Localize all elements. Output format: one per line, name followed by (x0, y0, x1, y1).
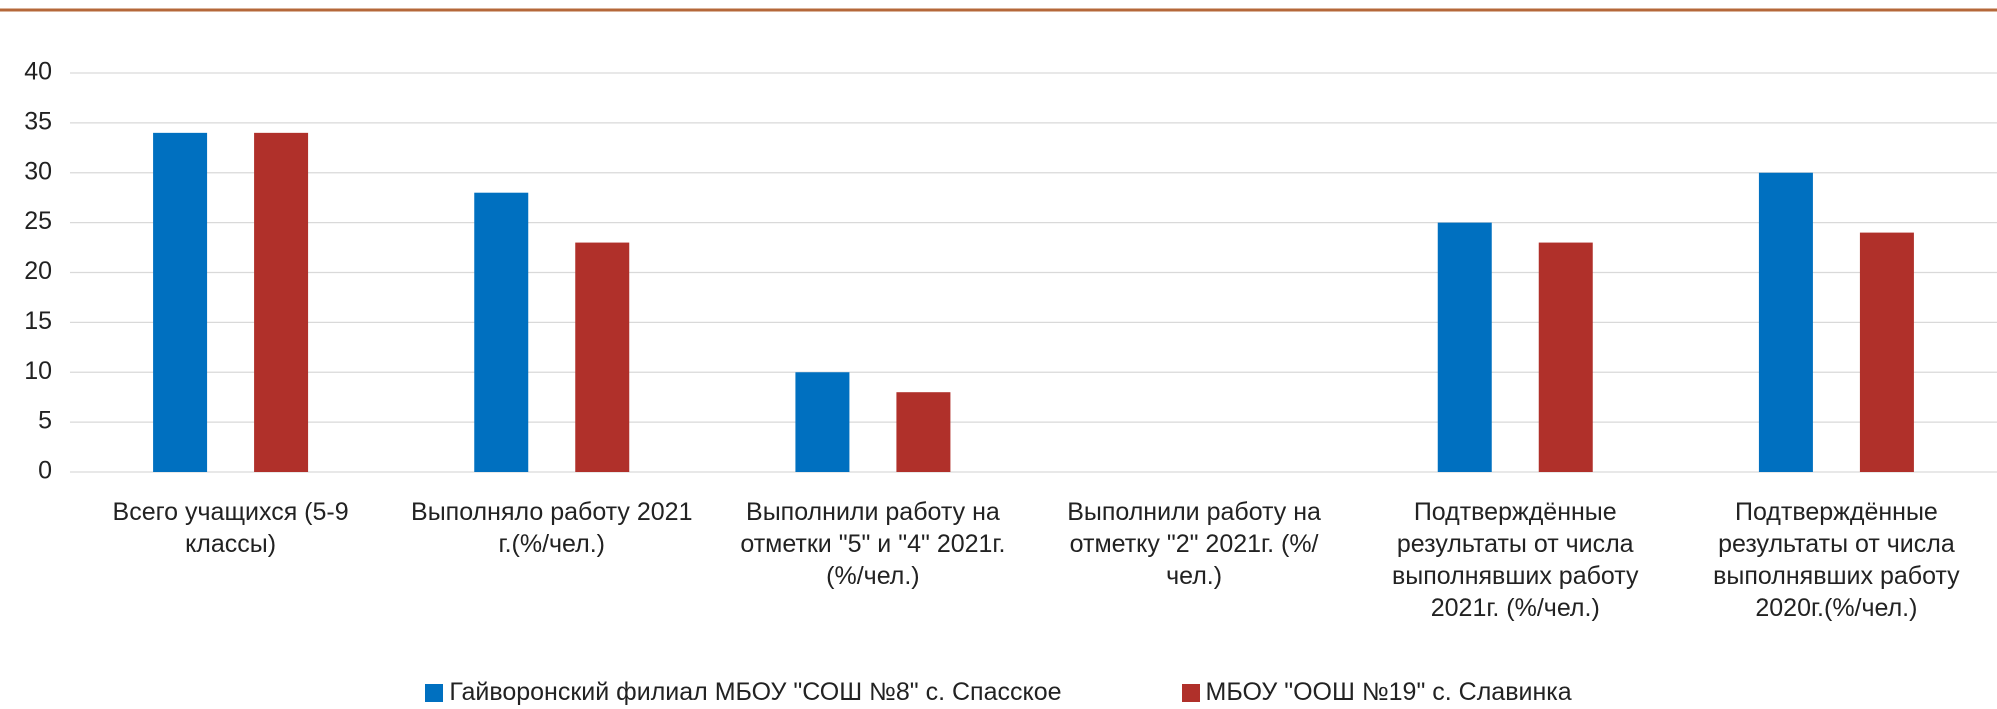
bar (254, 132, 309, 472)
bar (795, 372, 850, 472)
bar (896, 392, 951, 472)
bar (575, 242, 630, 472)
legend-swatch (425, 683, 444, 702)
y-tick-label: 0 (38, 457, 52, 485)
x-tick-label: Выполняло работу 2021 г.(%/чел.) (411, 498, 693, 558)
bar (1538, 242, 1593, 472)
x-tick-label: Выполнили работу на отметки "5" и "4" 20… (740, 498, 1006, 590)
bar (474, 192, 529, 472)
legend-label: Гайворонский филиал МБОУ "СОШ №8" с. Спа… (449, 678, 1062, 706)
legend-item: МБОУ "ООШ №19" с. Славинка (1181, 678, 1572, 707)
y-tick-label: 5 (38, 407, 52, 435)
bar (1859, 232, 1914, 472)
bar (1437, 222, 1492, 472)
x-tick-label: Подтверждённые результаты от числа выпол… (1713, 498, 1960, 622)
y-tick-label: 40 (24, 58, 52, 86)
legend-swatch (1181, 683, 1200, 702)
legend-label: МБОУ "ООШ №19" с. Славинка (1205, 678, 1572, 706)
x-tick-label: Подтверждённые результаты от числа выпол… (1391, 498, 1639, 622)
y-tick-label: 35 (24, 107, 52, 135)
y-tick-label: 10 (24, 357, 52, 385)
bar (1758, 172, 1813, 472)
x-tick-label: Выполнили работу на отметку "2" 2021г. (… (1067, 498, 1321, 590)
legend: Гайворонский филиал МБОУ "СОШ №8" с. Спа… (0, 678, 1997, 707)
y-tick-label: 20 (24, 257, 52, 285)
x-tick-label: Всего учащихся (5-9 классы) (112, 498, 349, 558)
y-tick-label: 30 (24, 157, 52, 185)
bar (153, 132, 208, 472)
legend-item: Гайворонский филиал МБОУ "СОШ №8" с. Спа… (425, 678, 1062, 707)
y-tick-label: 15 (24, 307, 52, 335)
y-tick-label: 25 (24, 207, 52, 235)
